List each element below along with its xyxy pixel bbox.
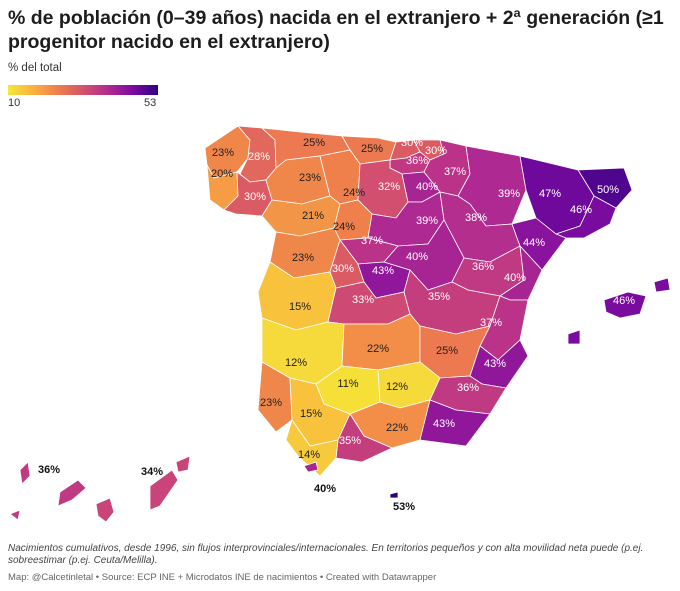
province-label-la-rioja: 40% [416, 181, 438, 193]
province-label-ceuta: 40% [314, 483, 336, 495]
province-label-lugo: 28% [248, 151, 270, 163]
province-label-huesca: 39% [498, 188, 520, 200]
province-las-palmas[interactable] [95, 455, 191, 523]
province-label-zamora: 21% [302, 210, 324, 222]
province-label-palencia: 24% [343, 187, 365, 199]
province-label-toledo: 33% [352, 294, 374, 306]
province-label-cordoba: 11% [337, 378, 358, 390]
province-label-burgos: 32% [378, 181, 400, 193]
legend-label: % del total [8, 62, 62, 74]
province-label-guadalajara: 40% [406, 251, 428, 263]
province-label-ourense: 30% [244, 191, 266, 203]
province-label-avila: 30% [332, 263, 354, 275]
province-label-alava: 36% [406, 155, 428, 167]
province-santa-cruz-de-tenerife[interactable] [9, 461, 87, 521]
province-label-asturias: 25% [303, 137, 325, 149]
province-label-madrid: 43% [372, 265, 394, 277]
province-label-pontevedra: 20% [211, 168, 233, 180]
province-label-caceres: 15% [289, 301, 311, 313]
source-credit: Map: @Calcetinletal • Source: ECP INE + … [8, 572, 437, 583]
footnote: Nacimientos cumulativos, desde 1996, sin… [8, 543, 644, 566]
province-label-illes-balears: 46% [613, 295, 635, 307]
province-label-valladolid: 24% [333, 221, 355, 233]
chart-title: % de población (0–39 años) nacida en el … [8, 7, 664, 53]
province-label-santa-cruz-de-tenerife: 36% [38, 464, 60, 476]
province-huelva[interactable] [257, 361, 293, 433]
province-cadiz[interactable] [285, 419, 339, 477]
province-label-gipuzkoa: 30% [425, 145, 447, 157]
province-label-melilla: 53% [393, 501, 415, 513]
province-label-zaragoza: 38% [465, 212, 487, 224]
province-label-jaen: 12% [386, 381, 408, 393]
province-label-cuenca: 35% [428, 291, 450, 303]
province-label-bizkaia: 30% [401, 137, 423, 149]
province-label-a-coruna: 23% [212, 147, 234, 159]
province-label-castellon: 40% [504, 272, 526, 284]
province-label-sevilla: 15% [300, 408, 322, 420]
province-label-almeria: 43% [433, 418, 455, 430]
province-label-badajoz: 12% [285, 357, 307, 369]
legend-color-bar [8, 85, 158, 95]
province-barcelona[interactable] [554, 195, 617, 239]
province-label-lleida: 47% [539, 188, 561, 200]
province-label-leon: 23% [299, 172, 321, 184]
province-label-girona: 50% [597, 184, 619, 196]
province-label-valencia: 37% [480, 317, 502, 329]
province-label-segovia: 37% [361, 235, 383, 247]
legend-min: 10 [8, 97, 21, 109]
province-label-murcia: 36% [457, 382, 479, 394]
province-almeria[interactable] [419, 399, 491, 447]
province-label-cantabria: 25% [361, 143, 383, 155]
province-label-granada: 22% [386, 422, 408, 434]
legend-max: 53 [144, 97, 157, 109]
province-illes-balears[interactable] [567, 277, 671, 345]
province-label-salamanca: 23% [292, 252, 314, 264]
province-label-soria: 39% [416, 215, 438, 227]
province-label-malaga: 35% [339, 435, 361, 447]
province-label-tarragona: 44% [523, 237, 545, 249]
province-label-teruel: 36% [472, 261, 494, 273]
province-label-albacete: 25% [436, 345, 458, 357]
province-label-alicante: 43% [484, 358, 506, 370]
province-label-huelva: 23% [260, 397, 282, 409]
province-label-barcelona: 46% [570, 204, 592, 216]
province-label-las-palmas: 34% [141, 466, 163, 478]
province-ceuta[interactable] [303, 461, 319, 473]
province-label-ciudad-real: 22% [367, 343, 389, 355]
province-label-navarra: 37% [444, 166, 466, 178]
province-label-cadiz: 14% [298, 449, 320, 461]
province-melilla[interactable] [389, 491, 399, 499]
